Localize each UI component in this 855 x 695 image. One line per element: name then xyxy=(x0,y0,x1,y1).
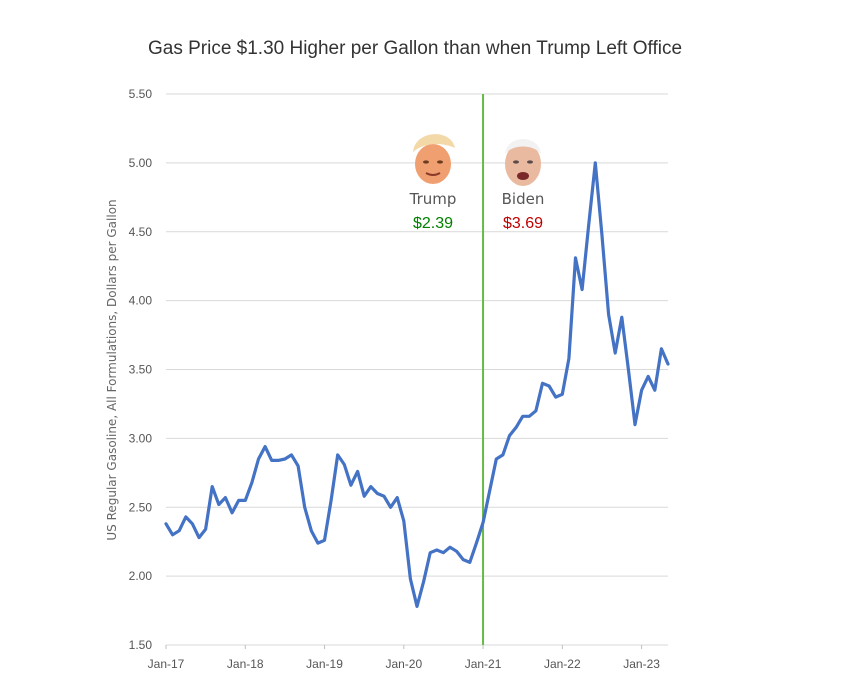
trump-label: Trump xyxy=(409,190,457,208)
x-tick-label: Jan-23 xyxy=(623,657,660,671)
biden-face-icon xyxy=(505,139,541,186)
x-tick-label: Jan-19 xyxy=(306,657,343,671)
y-tick-label: 5.00 xyxy=(129,156,153,170)
chart-title: Gas Price $1.30 Higher per Gallon than w… xyxy=(147,38,683,59)
trump-annotation: Trump $2.39 xyxy=(409,134,457,232)
trump-price: $2.39 xyxy=(413,215,453,232)
biden-price: $3.69 xyxy=(503,215,543,232)
x-tick-label: Jan-18 xyxy=(227,657,264,671)
biden-annotation: Biden $3.69 xyxy=(502,139,545,232)
x-tick-label: Jan-21 xyxy=(465,657,502,671)
y-tick-label: 2.50 xyxy=(129,500,153,514)
x-tick-label: Jan-22 xyxy=(544,657,581,671)
y-axis-ticks: 1.50 2.00 2.50 3.00 3.50 4.00 4.50 5.00 5.50 xyxy=(129,87,153,652)
grid-lines xyxy=(166,93,668,646)
y-tick-label: 4.50 xyxy=(129,225,153,239)
y-tick-label: 3.00 xyxy=(129,431,153,445)
gas-price-line xyxy=(164,161,670,608)
y-tick-label: 4.00 xyxy=(129,294,153,308)
biden-label: Biden xyxy=(502,190,545,208)
y-tick-label: 2.00 xyxy=(129,569,153,583)
y-tick-label: 1.50 xyxy=(129,638,153,652)
y-tick-label: 5.50 xyxy=(129,87,153,101)
x-axis-ticks: Jan-17 Jan-18 Jan-19 Jan-20 Jan-21 Jan-22 Jan-… xyxy=(148,645,660,671)
trump-face-icon xyxy=(413,134,455,184)
x-tick-label: Jan-17 xyxy=(148,657,185,671)
x-tick-label: Jan-20 xyxy=(385,657,422,671)
y-tick-label: 3.50 xyxy=(129,363,153,377)
y-axis-label: US Regular Gasoline, All Formulations, D… xyxy=(105,199,119,540)
